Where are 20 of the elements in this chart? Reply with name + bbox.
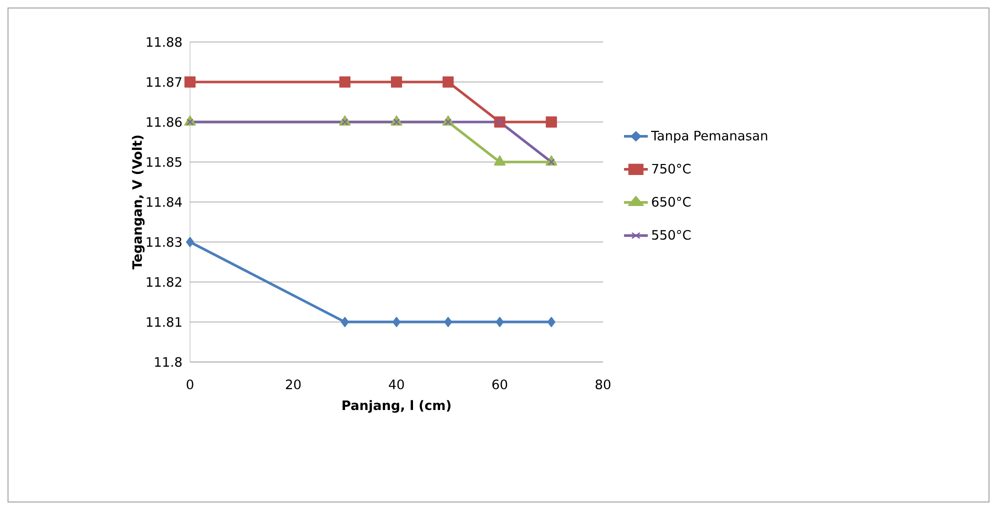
x-tick-label: 0: [186, 380, 194, 390]
y-tick-label: 11.82: [146, 277, 182, 287]
x-axis-title: Panjang, l (cm): [342, 400, 450, 413]
y-tick-label: 11.84: [146, 197, 182, 207]
y-tick-label: 11.83: [146, 237, 182, 247]
legend-label: 650°C: [652, 196, 691, 207]
y-tick-label: 11.8: [155, 357, 182, 367]
y-axis-title: Tegangan, V (Volt): [132, 136, 145, 270]
y-tick-label: 11.88: [146, 37, 182, 47]
legend-label: 750°C: [652, 164, 691, 174]
legend-label: 550°C: [652, 230, 691, 240]
y-tick-label: 11.85: [146, 157, 182, 167]
y-tick-label: 11.86: [146, 117, 182, 127]
x-tick-label: 20: [286, 380, 301, 390]
y-tick-label: 11.81: [146, 317, 182, 327]
x-tick-label: 80: [596, 380, 610, 390]
y-tick-label: 11.87: [146, 77, 182, 87]
x-tick-label: 40: [388, 380, 404, 390]
legend-label: Tanpa Pemanasan: [651, 130, 768, 144]
x-tick-label: 60: [492, 380, 508, 390]
